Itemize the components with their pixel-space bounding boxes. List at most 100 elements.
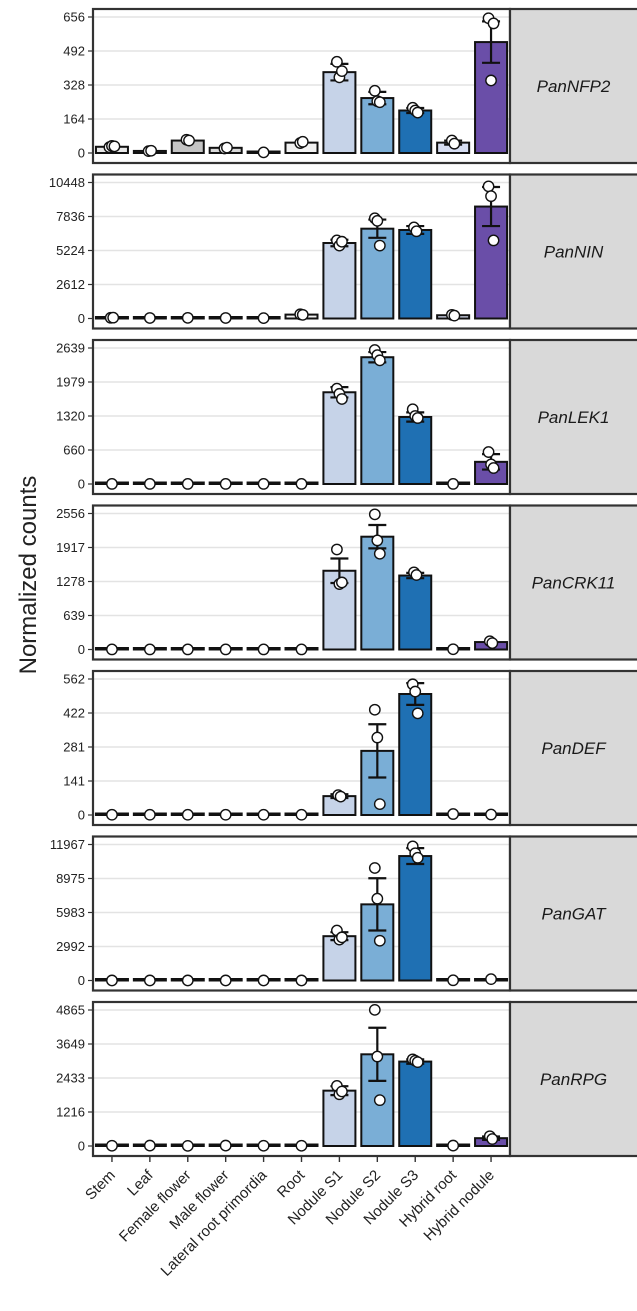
data-point: [181, 643, 194, 656]
data-point: [257, 146, 270, 159]
y-tick-label: 10448: [49, 175, 85, 190]
panel-pannfp2: 0 164 328 492 656 PanNFP2: [63, 7, 637, 165]
y-tick-label: 164: [63, 112, 85, 127]
data-point: [295, 808, 308, 821]
y-tick-label: 0: [78, 477, 85, 492]
data-point: [336, 576, 348, 589]
facet-label: PanRPG: [540, 1070, 607, 1089]
data-point: [447, 974, 460, 987]
data-point: [219, 1139, 232, 1152]
facet-label: PanCRK11: [532, 574, 616, 593]
data-point: [257, 312, 270, 325]
y-tick-label: 0: [78, 973, 85, 988]
data-point: [336, 931, 348, 944]
y-tick-label: 2992: [56, 939, 85, 954]
data-point: [485, 190, 497, 203]
facet-strip: [508, 504, 637, 661]
data-point: [411, 851, 424, 864]
x-tick-label: Leaf: [124, 1166, 157, 1199]
data-point: [447, 1139, 460, 1152]
data-point: [487, 462, 500, 474]
data-point: [486, 637, 499, 650]
data-point: [295, 643, 308, 656]
data-point: [219, 808, 232, 821]
data-point: [219, 312, 232, 324]
data-point: [447, 808, 460, 820]
y-tick-label: 0: [78, 1139, 85, 1154]
y-tick-label: 2612: [56, 277, 85, 292]
data-point: [181, 808, 194, 821]
data-point: [106, 643, 118, 656]
data-point: [411, 106, 424, 119]
data-point: [296, 308, 309, 321]
data-point: [181, 974, 194, 987]
facet-label: PanNFP2: [537, 77, 611, 96]
data-point: [106, 974, 118, 987]
y-tick-label: 656: [63, 10, 85, 25]
data-point: [107, 311, 120, 324]
data-point: [143, 312, 156, 324]
data-point: [447, 477, 460, 490]
data-point: [371, 731, 384, 744]
y-tick-label: 0: [78, 311, 85, 326]
y-tick-label: 1320: [56, 409, 85, 424]
y-tick-label: 1979: [56, 375, 85, 390]
data-point: [373, 239, 386, 252]
data-point: [295, 477, 308, 490]
y-tick-label: 1917: [56, 540, 85, 555]
data-point: [411, 412, 424, 424]
data-point: [257, 808, 270, 821]
data-point: [336, 235, 348, 248]
panel-panrpg: 0 1216 2433 3649 4865 PanRPG: [56, 1000, 637, 1158]
y-tick-label: 7836: [56, 209, 85, 224]
facet-label: PanDEF: [541, 739, 607, 758]
data-point: [373, 96, 386, 109]
x-tick-label: Stem: [82, 1167, 119, 1204]
panel-background: [93, 836, 510, 991]
facet-label: PanNIN: [544, 243, 604, 262]
panel-background: [93, 340, 510, 494]
facet-label: PanLEK1: [538, 408, 610, 427]
y-tick-label: 0: [78, 808, 85, 823]
data-point: [181, 311, 194, 324]
y-tick-label: 492: [63, 44, 85, 59]
data-point: [368, 508, 381, 521]
y-tick-label: 2556: [56, 506, 85, 521]
data-point: [336, 393, 348, 405]
y-tick-label: 11967: [50, 837, 85, 852]
bar-nodule-s3: [398, 855, 433, 982]
data-point: [108, 140, 121, 153]
data-point: [411, 1056, 424, 1069]
data-point: [143, 1139, 156, 1152]
y-tick-label: 281: [63, 740, 85, 755]
y-tick-label: 4865: [56, 1003, 85, 1018]
y-tick-label: 0: [78, 146, 85, 161]
data-point: [331, 543, 343, 556]
data-point: [219, 643, 232, 656]
y-tick-label: 5983: [56, 905, 85, 920]
bar-nodule-s3: [398, 574, 433, 651]
data-point: [295, 974, 308, 987]
data-point: [106, 477, 118, 490]
data-point: [368, 1003, 381, 1016]
data-point: [183, 134, 195, 147]
data-point: [143, 974, 156, 987]
chart-panels: 0 164 328 492 656 PanNFP2 0 2612 5224 7836 10448 Pa…: [49, 7, 637, 1158]
data-point: [143, 643, 156, 656]
data-point: [371, 1050, 384, 1063]
y-tick-label: 0: [78, 642, 85, 657]
data-point: [145, 144, 158, 157]
y-tick-label: 2639: [56, 341, 85, 356]
bar-nodule-s1: [322, 391, 357, 485]
data-point: [257, 643, 270, 656]
y-tick-label: 660: [63, 443, 85, 458]
data-point: [371, 892, 384, 905]
data-point: [181, 477, 194, 490]
panel-background: [93, 174, 510, 329]
y-tick-label: 8975: [56, 871, 85, 886]
panel-pancrk11: 0 639 1278 1917 2556 PanCRK11: [56, 504, 637, 661]
panel-background: [93, 671, 510, 825]
data-point: [373, 798, 386, 811]
data-point: [257, 1139, 270, 1152]
data-point: [295, 1139, 308, 1152]
